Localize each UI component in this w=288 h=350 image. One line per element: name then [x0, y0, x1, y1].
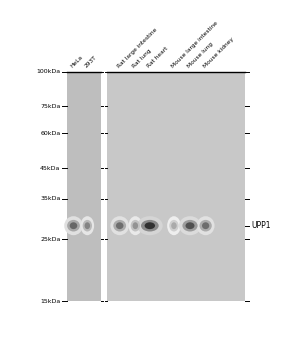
Ellipse shape [182, 220, 198, 231]
Text: Mouse large intestine: Mouse large intestine [170, 20, 219, 69]
Text: Rat large intestine: Rat large intestine [116, 27, 158, 69]
Ellipse shape [145, 222, 155, 229]
Text: 35kDa: 35kDa [40, 196, 60, 201]
Text: Rat heart: Rat heart [146, 46, 169, 69]
Text: 25kDa: 25kDa [40, 237, 60, 242]
Ellipse shape [185, 222, 194, 229]
Ellipse shape [128, 216, 142, 235]
Ellipse shape [81, 216, 94, 235]
Text: 15kDa: 15kDa [40, 299, 60, 304]
Bar [67, 72, 101, 301]
Ellipse shape [171, 222, 177, 229]
Ellipse shape [202, 222, 209, 229]
Text: 293T: 293T [84, 55, 98, 69]
Ellipse shape [70, 222, 77, 229]
Text: 100kDa: 100kDa [36, 69, 60, 74]
Text: Mouse lung: Mouse lung [186, 41, 214, 69]
Text: Mouse kidney: Mouse kidney [202, 36, 234, 69]
Bar [107, 72, 245, 301]
Ellipse shape [197, 216, 215, 235]
Ellipse shape [83, 220, 92, 231]
Ellipse shape [167, 216, 181, 235]
Ellipse shape [131, 220, 140, 231]
Bar [101, 72, 107, 301]
Ellipse shape [85, 222, 90, 229]
Ellipse shape [179, 216, 201, 235]
Ellipse shape [64, 216, 83, 235]
Ellipse shape [132, 222, 138, 229]
Ellipse shape [110, 216, 129, 235]
Ellipse shape [137, 216, 163, 235]
Ellipse shape [67, 220, 80, 231]
Ellipse shape [200, 220, 212, 231]
Text: 60kDa: 60kDa [40, 131, 60, 136]
Text: 45kDa: 45kDa [40, 166, 60, 171]
Text: HeLa: HeLa [70, 55, 84, 69]
Ellipse shape [113, 220, 126, 231]
Text: Rat lung: Rat lung [132, 48, 153, 69]
Ellipse shape [116, 222, 124, 229]
Text: 75kDa: 75kDa [40, 104, 60, 109]
Ellipse shape [169, 220, 179, 231]
Text: UPP1: UPP1 [251, 221, 271, 230]
Ellipse shape [141, 220, 159, 231]
